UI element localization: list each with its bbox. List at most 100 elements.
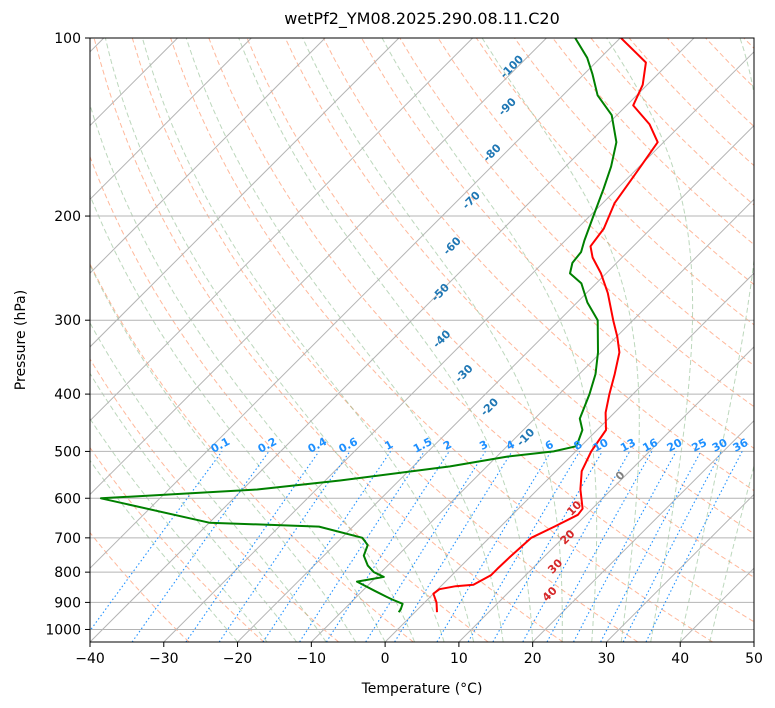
mixing-ratio-line [622, 451, 722, 642]
isotherm-line [90, 38, 326, 274]
isotherm-line [90, 38, 252, 201]
isotherm-line [163, 51, 754, 642]
dry-adiabat-line [131, 38, 639, 642]
x-tick-label: −20 [223, 651, 253, 667]
mixing-ratio-line [131, 451, 270, 642]
y-tick-label: 900 [54, 595, 81, 611]
mixing-ratio-lines [90, 451, 743, 642]
x-axis: −40 −30 −20 −10 0 10 20 30 40 50 [75, 642, 763, 667]
y-tick-label: 400 [54, 387, 81, 403]
isotherm-line [384, 272, 754, 642]
moist-adiabat-line [90, 372, 297, 642]
moist-adiabat-label: 30 [545, 556, 565, 576]
x-tick-label: −10 [297, 651, 327, 667]
y-tick-label: 300 [54, 313, 81, 329]
dry-adiabat-line [552, 38, 754, 246]
mixing-ratio-label: 0.4 [306, 435, 330, 456]
dry-adiabat-line [93, 38, 564, 642]
mixing-ratio-line [522, 451, 631, 642]
mixing-ratio-label: 2 [441, 438, 454, 453]
moist-adiabat-label: -40 [430, 327, 453, 350]
dry-adiabat-line [90, 155, 489, 642]
x-tick-label: 0 [381, 651, 390, 667]
moist-adiabat-line [679, 38, 754, 642]
y-tick-label: 500 [54, 444, 81, 460]
dry-adiabat-line [705, 38, 754, 89]
mixing-ratio-line [299, 451, 425, 642]
moist-adiabat-line [185, 38, 504, 642]
dry-adiabat-line [322, 38, 754, 492]
moist-adiabat-line [104, 38, 445, 642]
mixing-ratio-label: 0.1 [209, 435, 232, 456]
dry-adiabat-line [208, 38, 754, 623]
y-tick-label: 600 [54, 491, 81, 507]
moist-adiabat-label: 40 [540, 584, 560, 604]
dry-adiabat-line [743, 38, 754, 49]
chart-title: wetPf2_YM08.2025.290.08.11.C20 [284, 9, 560, 28]
mixing-ratio-line [325, 451, 450, 642]
y-axis: 100 200 300 400 500 600 700 800 900 1000 [45, 31, 90, 638]
isotherm-line [90, 38, 621, 569]
x-tick-label: 20 [524, 651, 542, 667]
moist-adiabat-line [302, 38, 563, 642]
mixing-ratio-line [467, 451, 581, 642]
dry-adiabat-line [90, 358, 339, 642]
mixing-ratio-line [185, 451, 320, 642]
dry-adiabat-line [514, 38, 754, 286]
isotherm-line [679, 567, 754, 642]
moist-adiabat-line [709, 464, 754, 642]
moist-adiabat-line [90, 264, 357, 642]
moist-adiabat-line [90, 194, 386, 642]
mixing-ratio-line [394, 451, 513, 642]
x-tick-label: 40 [671, 651, 689, 667]
moist-adiabat-label: -10 [514, 426, 537, 449]
dry-adiabat-line [437, 38, 754, 367]
x-tick-label: 50 [745, 651, 763, 667]
mixing-ratio-line [645, 451, 743, 642]
dry-adiabat-line [170, 38, 713, 642]
dry-adiabat-line [666, 38, 754, 128]
moist-adiabat-line [606, 38, 694, 642]
isotherm-line [458, 346, 754, 642]
dry-adiabat-line [90, 531, 190, 642]
dry-adiabat-line [475, 38, 754, 326]
background-lines [90, 38, 754, 642]
moist-adiabat-label: -70 [460, 189, 483, 212]
y-tick-label: 800 [54, 565, 81, 581]
plot-frame [89, 37, 755, 643]
mixing-ratio-line [573, 451, 677, 642]
dry-adiabat-line [90, 446, 265, 642]
mixing-ratio-label: 13 [618, 436, 638, 455]
moist-adiabat-line [381, 38, 598, 642]
dry-adiabat-line [361, 38, 754, 449]
x-axis-label: Temperature (°C) [361, 681, 483, 697]
mixing-ratio-label: 25 [689, 436, 709, 455]
moist-adiabat-label: -60 [441, 234, 464, 257]
moist-adiabat-line [481, 38, 640, 642]
isotherm-line [90, 38, 400, 348]
isotherm-line [753, 641, 754, 642]
dewpoint-profile-line [99, 38, 618, 613]
moist-adiabat-label: 20 [558, 527, 578, 547]
isotherm-line [237, 124, 754, 642]
mixing-ratio-label: 10 [591, 436, 611, 455]
mixing-ratio-line [218, 451, 351, 642]
moist-adiabat-label: -80 [481, 141, 504, 164]
y-tick-label: 700 [54, 531, 81, 547]
x-tick-label: 10 [450, 651, 468, 667]
x-tick-label: −30 [149, 651, 179, 667]
isotherm-line [90, 38, 547, 496]
moist-adiabat-label: -30 [452, 362, 475, 385]
moist-adiabat-line [238, 38, 534, 642]
moist-adiabat-line [141, 38, 475, 642]
mixing-ratio-label: 1.5 [411, 435, 434, 456]
moist-adiabat-label: -20 [478, 395, 501, 418]
mixing-ratio-line [600, 451, 702, 642]
mixing-ratio-label: 0.6 [337, 435, 361, 456]
isotherm-line [90, 38, 474, 422]
mixing-ratio-label: 20 [665, 436, 685, 455]
isotherm-line [532, 419, 754, 642]
moist-adiabat-label: -50 [429, 281, 452, 304]
y-tick-label: 100 [54, 31, 81, 47]
